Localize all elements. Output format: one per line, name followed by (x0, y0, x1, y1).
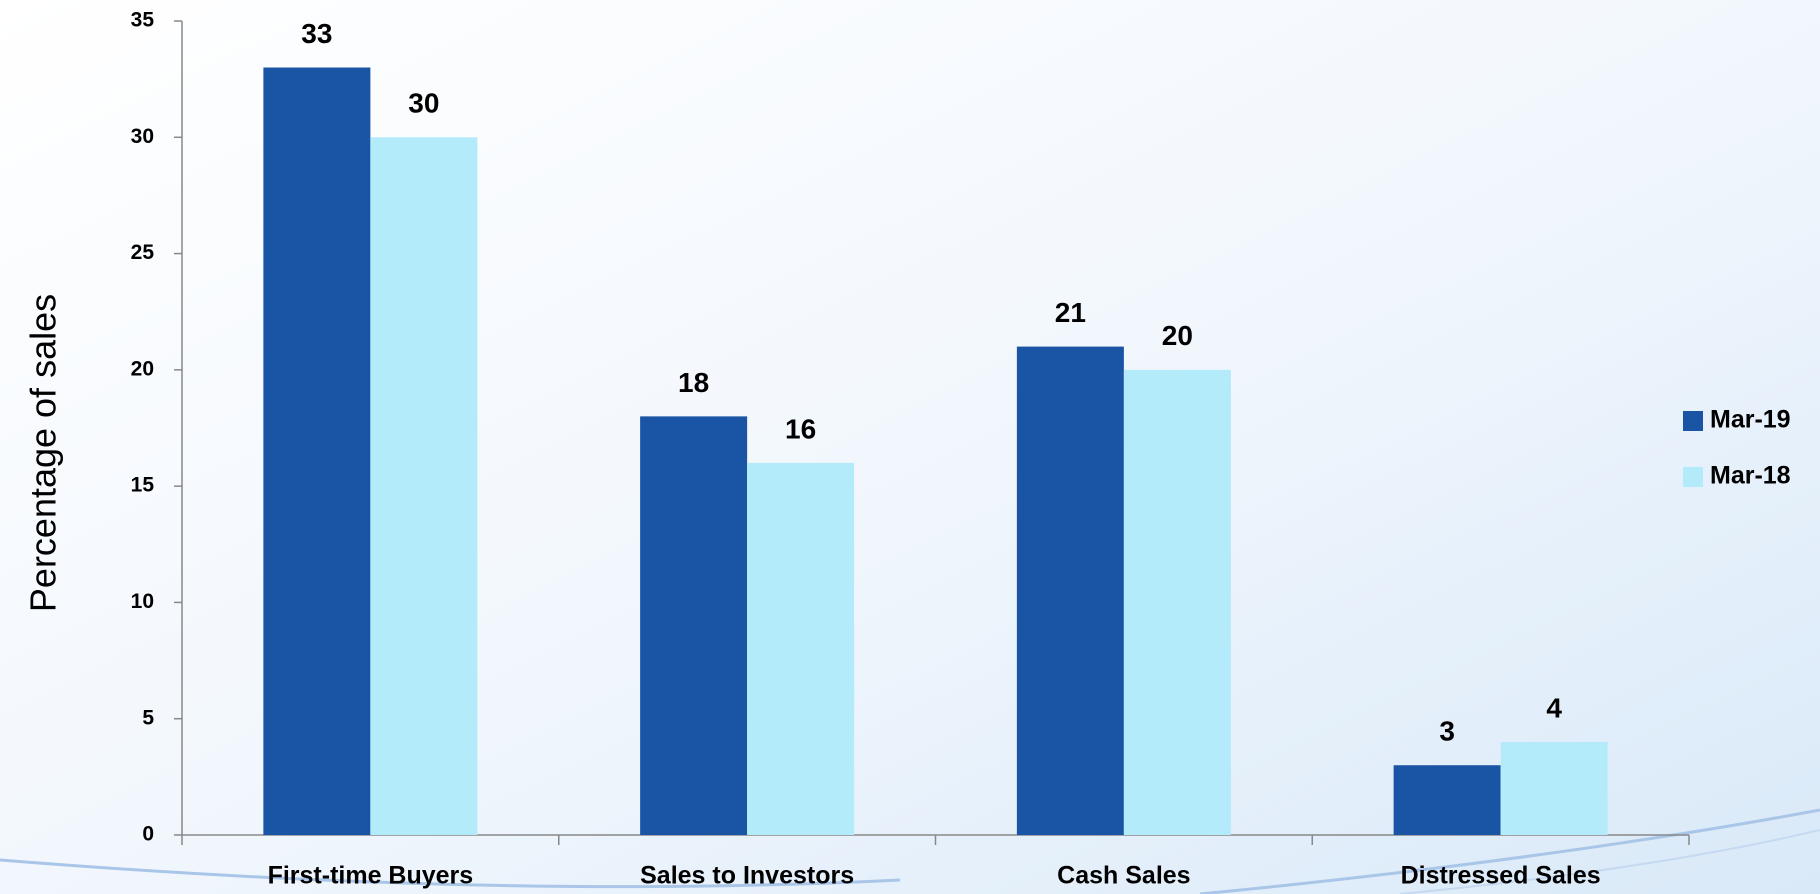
bar (1393, 765, 1501, 835)
decor-curve (0, 858, 901, 889)
bar (747, 462, 855, 835)
x-tick-label: Distressed Sales (1401, 862, 1601, 890)
y-tick-label: 10 (131, 590, 154, 613)
y-tick-label: 15 (131, 474, 155, 497)
y-tick-label: 0 (142, 823, 154, 846)
y-axis-label: Percentage of sales (23, 294, 64, 612)
bar (370, 137, 478, 836)
data-label: 30 (408, 88, 439, 119)
x-tick-label: First-time Buyers (268, 862, 474, 890)
bar (1500, 741, 1608, 835)
y-tick-label: 25 (131, 241, 155, 264)
y-tick-label: 20 (131, 357, 154, 380)
bar (1016, 346, 1124, 835)
x-tick-label: Cash Sales (1057, 862, 1190, 890)
decor-curve (1199, 808, 1820, 894)
x-tick-label: Sales to Investors (640, 862, 854, 890)
y-tick-label: 5 (142, 706, 154, 729)
legend-label: Mar-19 (1710, 406, 1791, 434)
decor-curve (1399, 829, 1820, 894)
data-label: 33 (301, 18, 332, 49)
bar (640, 416, 748, 835)
data-label: 16 (785, 413, 816, 444)
data-label: 4 (1546, 692, 1562, 723)
legend-label: Mar-18 (1710, 462, 1791, 490)
data-label: 21 (1055, 297, 1086, 328)
y-tick-label: 35 (131, 9, 155, 32)
bar (1123, 369, 1231, 835)
bar (263, 67, 371, 835)
data-label: 20 (1162, 320, 1193, 351)
data-label: 3 (1439, 716, 1455, 747)
legend-swatch (1683, 411, 1703, 431)
y-tick-label: 30 (131, 125, 154, 148)
data-label: 18 (678, 367, 709, 398)
legend-swatch (1683, 467, 1703, 487)
